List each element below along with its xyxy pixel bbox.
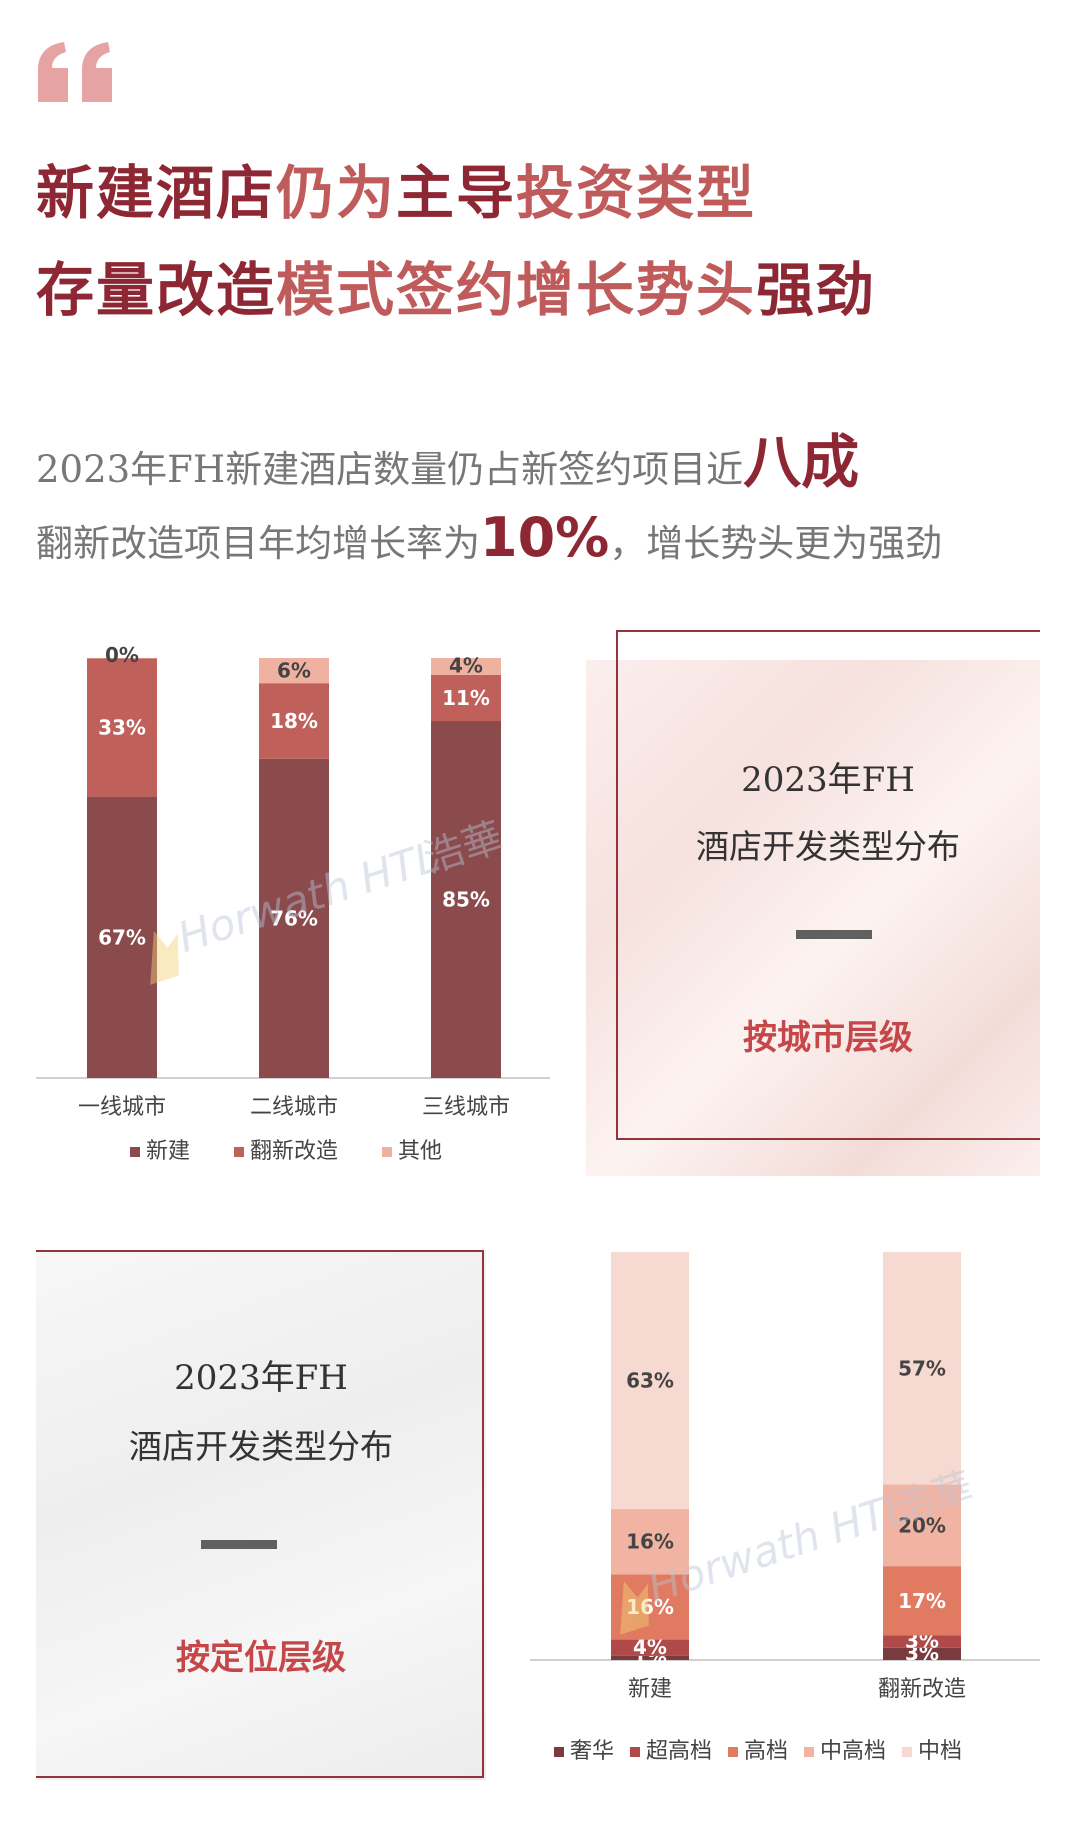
legend-swatch <box>902 1747 912 1757</box>
headline-line-2: 存量改造模式签约增长势头强劲 <box>36 255 1056 325</box>
bar-segment <box>883 1252 961 1485</box>
bar-segment <box>259 758 329 1078</box>
legend-swatch <box>234 1147 244 1157</box>
legend-swatch <box>804 1747 814 1757</box>
legend-entry: 中档 <box>918 1739 962 1764</box>
legend-entry: 中高档 <box>820 1739 886 1764</box>
data-label: 57% <box>898 1356 946 1380</box>
position-panel-divider <box>201 1540 277 1549</box>
data-label: 11% <box>442 686 490 710</box>
legend-entry: 奢华 <box>570 1739 614 1764</box>
legend-swatch <box>554 1747 564 1757</box>
position-panel-title: 酒店开发类型分布 <box>129 1427 393 1466</box>
data-label: 6% <box>277 659 311 683</box>
bar-segment <box>87 658 157 659</box>
category-label: 二线城市 <box>250 1095 338 1120</box>
summary-line-2-emphasis: 10% <box>480 506 610 569</box>
data-label: 67% <box>98 925 146 949</box>
bar-segment <box>611 1639 689 1656</box>
headline-line-1: 新建酒店仍为主导投资类型 <box>36 158 1056 228</box>
legend-entry: 其他 <box>398 1139 442 1164</box>
summary-line-1-emphasis: 八成 <box>743 428 860 496</box>
city-panel-year: 2023年FH <box>741 760 915 800</box>
bar-segment <box>431 674 501 721</box>
bar-segment <box>87 658 157 797</box>
legend-entry: 新建 <box>146 1139 190 1164</box>
legend-entry: 高档 <box>744 1739 788 1764</box>
legend-swatch <box>630 1747 640 1757</box>
summary-line-1-text: 2023年FH新建酒店数量仍占新签约项目近 <box>36 448 744 491</box>
legend-swatch <box>728 1747 738 1757</box>
bar-segment <box>259 658 329 684</box>
summary-line-2: 翻新改造项目年均增长率为10%，增长势头更为强劲 <box>36 508 942 574</box>
position-panel-frame <box>36 1250 484 1778</box>
city-panel-divider <box>796 930 872 939</box>
legend-swatch <box>130 1147 140 1157</box>
headline-line2-segment-2: 强劲 <box>756 256 877 324</box>
bar-segment <box>87 796 157 1078</box>
headline-line1-segment-2: 主导 <box>396 159 517 227</box>
bar-segment <box>431 721 501 1078</box>
position-panel-year: 2023年FH <box>174 1358 348 1398</box>
data-label: 33% <box>98 715 146 739</box>
headline-line1-segment-0: 新建酒店 <box>36 159 277 227</box>
data-label: 16% <box>626 1595 674 1619</box>
data-label: 85% <box>442 888 490 912</box>
position-panel-subtitle: 按定位层级 <box>176 1638 346 1678</box>
position-tier-title-panel: 2023年FH 酒店开发类型分布 按定位层级 <box>36 1250 486 1780</box>
bar-segment <box>883 1635 961 1648</box>
summary-line-1: 2023年FH新建酒店数量仍占新签约项目近八成 <box>36 432 859 500</box>
headline-line1-segment-3: 投资类型 <box>516 159 757 227</box>
headline-line2-segment-0: 存量改造 <box>36 256 277 324</box>
bar-segment <box>611 1574 689 1640</box>
data-label: 4% <box>449 653 483 677</box>
city-panel-subtitle: 按城市层级 <box>743 1018 913 1058</box>
legend-entry: 超高档 <box>646 1739 712 1764</box>
city-panel-title: 酒店开发类型分布 <box>696 827 960 866</box>
quote-mark-icon <box>38 42 112 102</box>
summary-line-2-text: 翻新改造项目年均增长率为 <box>36 522 480 565</box>
data-label: 20% <box>898 1513 946 1537</box>
legend-swatch <box>382 1147 392 1157</box>
data-label: 17% <box>898 1589 946 1613</box>
category-label: 新建 <box>628 1677 672 1702</box>
category-label: 一线城市 <box>78 1095 166 1120</box>
horwath-logo-icon <box>620 1580 649 1635</box>
category-label: 翻新改造 <box>878 1677 966 1702</box>
bar-segment <box>611 1655 689 1660</box>
summary-line-2-tail: ，增长势头更为强劲 <box>609 522 943 565</box>
bar-segment <box>259 683 329 759</box>
headline-line1-segment-1: 仍为 <box>276 159 397 227</box>
bar-segment <box>883 1647 961 1660</box>
category-label: 三线城市 <box>422 1095 510 1120</box>
data-label: 18% <box>270 709 318 733</box>
positioning-stacked-bar-chart: 1%4%16%16%63%新建3%3%17%20%57%翻新改造奢华 超高档 高档中… <box>530 1252 1040 1764</box>
bar-segment <box>431 658 501 675</box>
bar-segment <box>883 1566 961 1636</box>
headline-line2-segment-1: 模式签约增长势头 <box>276 256 757 324</box>
bar-segment <box>611 1509 689 1575</box>
legend-entry: 翻新改造 <box>250 1139 338 1164</box>
bar-segment <box>611 1252 689 1510</box>
data-label: 16% <box>626 1530 674 1554</box>
bar-segment <box>883 1484 961 1567</box>
city-panel-frame <box>616 630 1040 1140</box>
data-label: 63% <box>626 1369 674 1393</box>
data-label: 0% <box>105 643 139 667</box>
city-tier-title-panel: 2023年FH 酒店开发类型分布 按城市层级 <box>586 630 1040 1176</box>
horwath-logo-icon <box>150 930 179 985</box>
data-label: 76% <box>270 906 318 930</box>
